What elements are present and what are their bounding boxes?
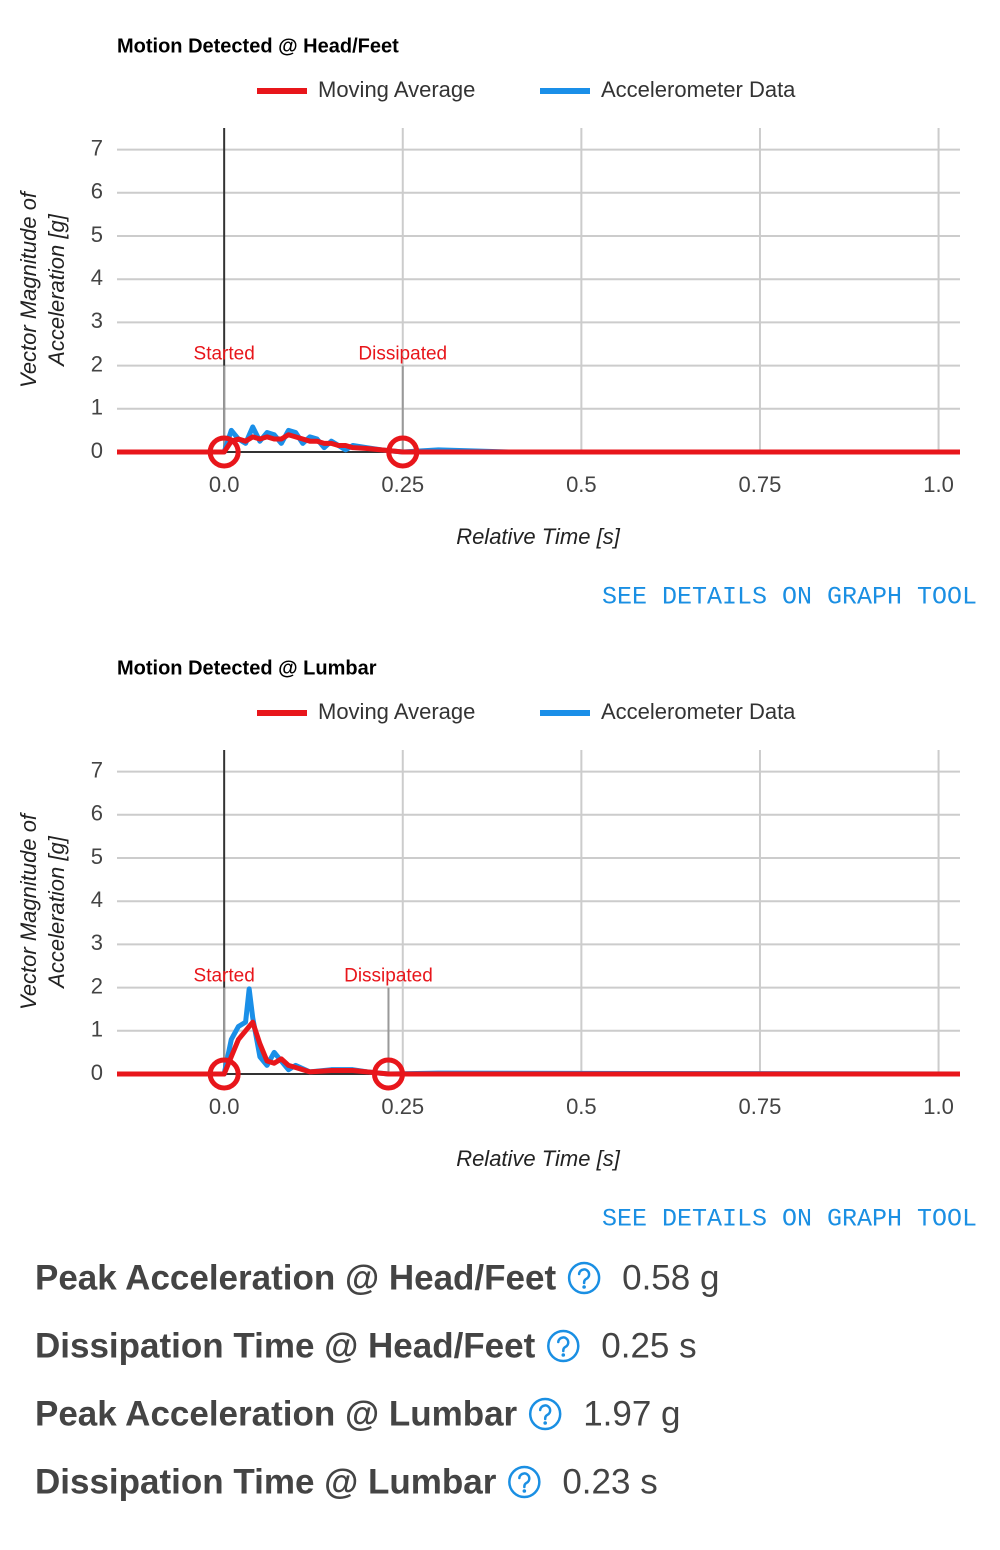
metric-value: 0.25 s [601,1326,696,1365]
metric-label: Dissipation Time @ Head/Feet [35,1326,536,1365]
y-tick-label: 5 [91,844,103,869]
x-tick-label: 0.0 [209,1094,240,1119]
legend-label: Accelerometer Data [601,77,796,102]
y-tick-label: 6 [91,801,103,826]
metric-value: 1.97 g [583,1394,680,1433]
data-line [117,1019,960,1077]
help-icon-dot [561,1353,566,1357]
x-tick-label: 1.0 [923,1094,954,1119]
annotation-marker [207,1057,241,1091]
annotation-marker [386,435,420,469]
help-icon-ring [528,1397,562,1431]
help-icon-dot [582,1285,586,1289]
y-axis-title: Acceleration [g] [44,835,69,990]
annotation-label: Dissipated [358,344,447,365]
x-tick-label: 0.25 [381,472,424,497]
help-icon-dot [543,1421,547,1425]
data-line [117,432,960,455]
graph-tool-link[interactable]: SEE DETAILS ON GRAPH TOOL [602,583,977,612]
y-tick-label: 3 [91,930,103,955]
legend-label: Accelerometer Data [601,699,796,724]
annotation-marker [371,1057,405,1091]
annotation-label: Dissipated [344,966,433,987]
x-tick-label: 0.5 [566,472,597,497]
y-tick-label: 1 [91,1017,103,1042]
x-tick-label: 0.75 [739,472,782,497]
x-tick-label: 0.5 [566,1094,597,1119]
help-icon-ring [547,1329,580,1363]
graph-tool-link[interactable]: SEE DETAILS ON GRAPH TOOL [602,1205,977,1234]
y-tick-label: 5 [91,222,103,247]
chart-title: Motion Detected @ Head/Feet [117,35,399,57]
annotation-label: Started [194,966,255,987]
annotation-label: Started [194,344,255,365]
y-tick-label: 2 [91,973,103,998]
chart-title: Motion Detected @ Lumbar [117,657,377,679]
help-icon-glyph [557,1336,570,1353]
help-icon-ring [567,1261,601,1295]
x-tick-label: 0.0 [209,472,240,497]
x-axis-title: Relative Time [s] [456,524,621,549]
y-tick-label: 4 [91,887,103,912]
help-icon-ring [508,1465,541,1499]
y-tick-label: 0 [91,438,103,463]
help-icon-dot [522,1489,527,1493]
y-tick-label: 4 [91,265,103,290]
legend-label: Moving Average [318,77,475,102]
x-tick-label: 0.25 [381,1094,424,1119]
x-tick-label: 1.0 [923,472,954,497]
x-tick-label: 0.75 [739,1094,782,1119]
metric-label: Peak Acceleration @ Head/Feet [35,1258,556,1297]
y-tick-label: 0 [91,1060,103,1085]
y-tick-label: 6 [91,179,103,204]
metric-label: Dissipation Time @ Lumbar [35,1462,497,1501]
help-icon-glyph [577,1268,591,1285]
metric-value: 0.58 g [622,1258,719,1297]
x-axis-title: Relative Time [s] [456,1146,621,1171]
help-icon[interactable] [547,1329,580,1363]
metric-label: Peak Acceleration @ Lumbar [35,1394,518,1433]
legend-label: Moving Average [318,699,475,724]
y-axis-title: Vector Magnitude of [16,189,41,388]
y-tick-label: 1 [91,395,103,420]
help-icon[interactable] [528,1397,562,1431]
y-tick-label: 2 [91,351,103,376]
help-icon-glyph [518,1472,531,1489]
help-icon[interactable] [567,1261,601,1295]
y-tick-label: 3 [91,308,103,333]
metric-value: 0.23 s [562,1462,657,1501]
help-icon-glyph [538,1404,552,1421]
y-axis-title: Acceleration [g] [44,213,69,368]
y-tick-label: 7 [91,135,103,160]
annotation-marker [207,435,241,469]
y-axis-title: Vector Magnitude of [16,811,41,1010]
y-tick-label: 7 [91,757,103,782]
help-icon[interactable] [508,1465,541,1499]
